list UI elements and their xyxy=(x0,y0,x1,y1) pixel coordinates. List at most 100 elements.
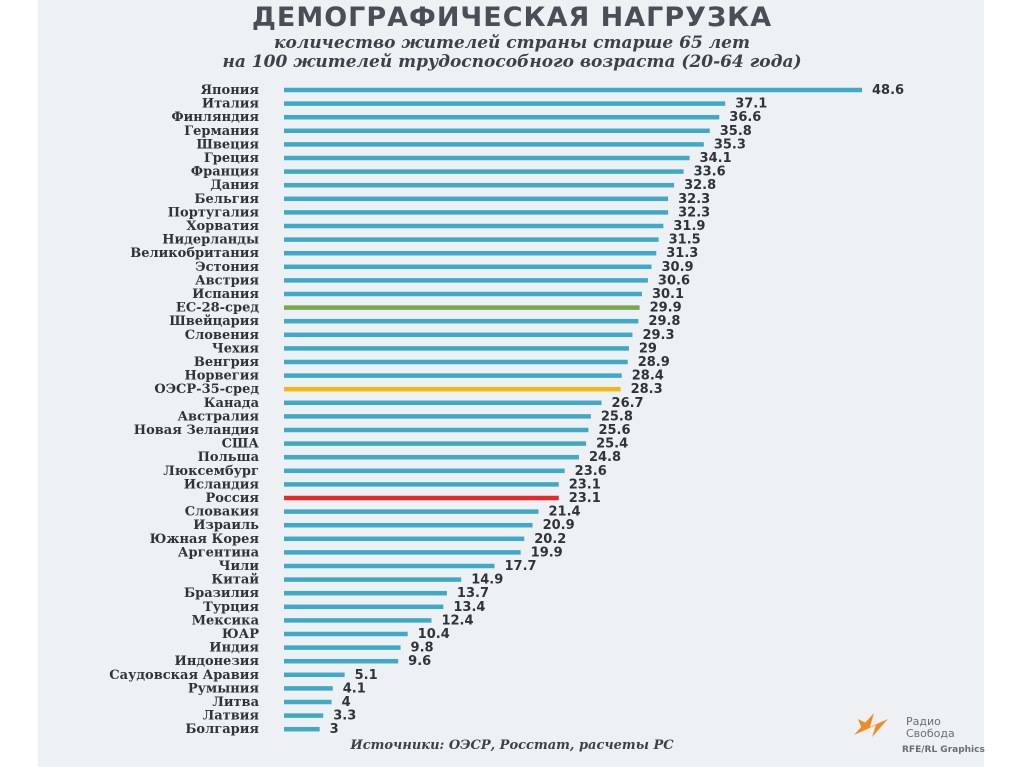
value-label: 5.1 xyxy=(355,668,378,683)
category-label: Испания xyxy=(192,287,259,302)
category-label: Италия xyxy=(202,97,260,112)
category-label: Венгрия xyxy=(194,355,259,370)
category-label: Швеция xyxy=(196,137,259,152)
category-label: ЕС-28-сред xyxy=(176,301,259,316)
bar xyxy=(284,359,628,365)
bar xyxy=(284,550,521,555)
bar xyxy=(284,169,684,174)
category-label: США xyxy=(222,437,260,452)
value-label: 36.6 xyxy=(729,110,761,125)
value-label: 13.4 xyxy=(453,600,485,615)
bar xyxy=(284,631,408,637)
bar xyxy=(284,414,591,419)
bar xyxy=(284,482,559,487)
category-label: Израиль xyxy=(193,518,259,533)
value-label: 9.6 xyxy=(408,654,431,669)
bar xyxy=(284,237,659,242)
category-label: Норвегия xyxy=(184,369,259,384)
value-label: 4.1 xyxy=(343,681,366,696)
category-label: Индия xyxy=(209,641,259,656)
category-label: Дания xyxy=(210,178,259,193)
category-label: Польша xyxy=(198,450,260,465)
bar xyxy=(284,291,642,297)
bar xyxy=(284,604,444,610)
graphics-credit: RFE/RL Graphics xyxy=(902,745,985,755)
category-label: Чили xyxy=(219,559,260,574)
bar xyxy=(284,305,640,310)
value-label: 25.4 xyxy=(596,437,628,452)
value-label: 12.4 xyxy=(441,613,473,628)
category-label: Португалия xyxy=(168,205,260,220)
value-label: 4 xyxy=(342,695,351,710)
value-label: 31.5 xyxy=(669,233,701,248)
bar xyxy=(284,509,539,514)
category-label: Словакия xyxy=(185,505,260,520)
value-label: 10.4 xyxy=(418,627,450,642)
bar xyxy=(284,699,332,705)
chart-subtitle-line2: на 100 жителей трудоспособного возраста … xyxy=(222,52,802,72)
value-label: 23.1 xyxy=(569,477,601,492)
value-label: 30.1 xyxy=(652,287,684,302)
value-label: 28.3 xyxy=(631,382,663,397)
value-label: 32.8 xyxy=(684,178,716,193)
logo-text-line1: Радио xyxy=(906,715,941,728)
bar xyxy=(284,128,710,134)
bar xyxy=(284,87,862,93)
bar xyxy=(284,400,602,406)
value-label: 28.9 xyxy=(638,355,670,370)
bar xyxy=(284,577,462,582)
bar xyxy=(284,142,704,147)
category-label: Германия xyxy=(184,124,259,139)
value-label: 24.8 xyxy=(589,450,621,465)
bar xyxy=(284,427,589,433)
category-label: Бельгия xyxy=(194,192,259,207)
bar xyxy=(284,468,565,474)
bar xyxy=(284,196,669,202)
category-label: Нидерланды xyxy=(162,233,259,248)
chart-title: ДЕМОГРАФИЧЕСКАЯ НАГРУЗКА xyxy=(251,2,773,33)
category-label: Южная Корея xyxy=(150,532,260,547)
bar xyxy=(284,264,652,270)
source-note: Источники: ОЭСР, Росстат, расчеты РС xyxy=(350,738,674,753)
value-label: 3 xyxy=(330,722,339,737)
value-label: 29.8 xyxy=(648,314,680,329)
value-label: 31.3 xyxy=(666,246,698,261)
value-label: 26.7 xyxy=(612,396,644,411)
value-label: 9.8 xyxy=(411,641,434,656)
value-label: 19.9 xyxy=(531,545,563,560)
bar xyxy=(284,618,432,623)
bar xyxy=(284,645,401,650)
category-label: Швейцария xyxy=(169,314,259,329)
logo-text-line2: Свобода xyxy=(906,727,955,740)
value-label: 13.7 xyxy=(457,586,489,601)
bar xyxy=(284,318,639,324)
value-label: 29.9 xyxy=(650,301,682,316)
category-label: Литва xyxy=(212,695,259,710)
value-label: 31.9 xyxy=(673,219,705,234)
bar xyxy=(284,223,664,229)
bar xyxy=(284,155,690,161)
category-label: Мексика xyxy=(192,613,260,628)
category-label: Новая Зеландия xyxy=(134,423,260,438)
value-label: 20.2 xyxy=(534,532,566,547)
category-label: Чехия xyxy=(212,341,260,356)
value-label: 35.8 xyxy=(720,124,752,139)
bar xyxy=(284,373,622,378)
value-label: 30.9 xyxy=(661,260,693,275)
bar xyxy=(284,563,495,569)
category-label: Греция xyxy=(204,151,260,166)
category-label: Румыния xyxy=(188,681,260,696)
bar xyxy=(284,672,345,678)
bar xyxy=(284,210,669,215)
bar xyxy=(284,454,579,460)
bar xyxy=(284,101,726,106)
value-label: 33.6 xyxy=(694,165,726,180)
category-label: Аргентина xyxy=(178,545,260,560)
value-label: 37.1 xyxy=(735,97,767,112)
value-label: 35.3 xyxy=(714,137,746,152)
category-label: Люксембург xyxy=(163,464,259,479)
chart-subtitle-line1: количество жителей страны старше 65 лет xyxy=(274,33,750,53)
bar xyxy=(284,522,533,528)
bar xyxy=(284,278,648,283)
